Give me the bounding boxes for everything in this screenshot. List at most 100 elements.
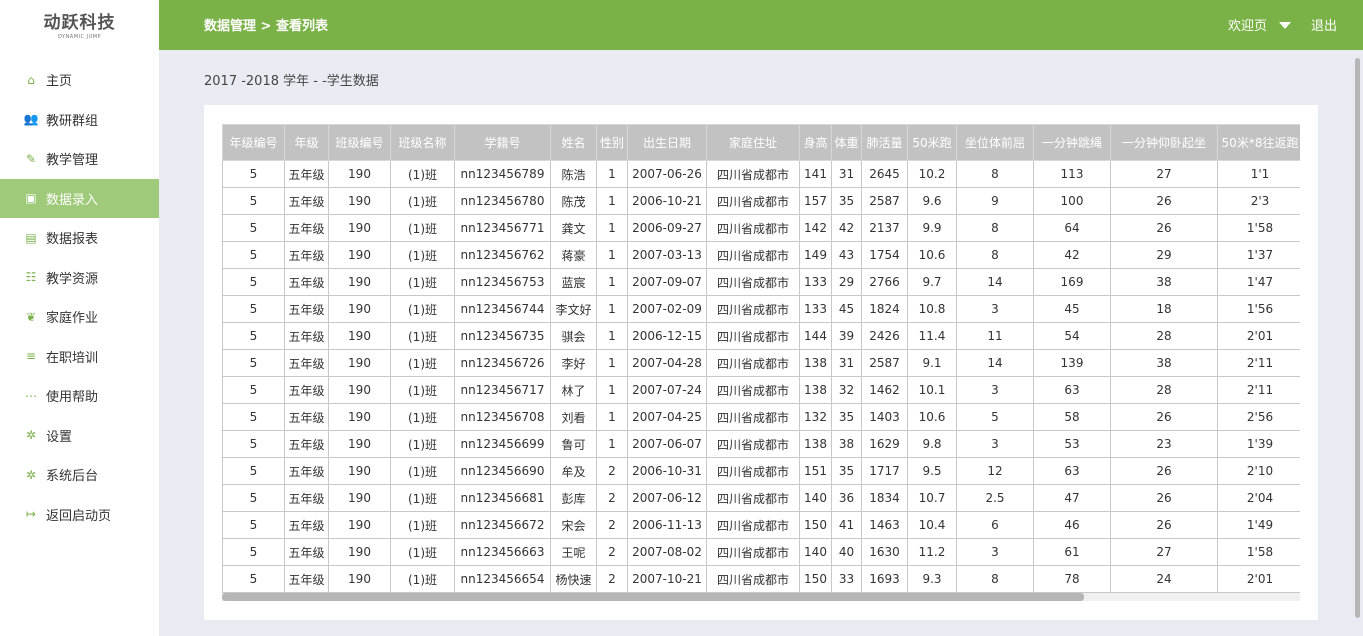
- table-cell: 1: [596, 349, 628, 377]
- table-cell: 140: [799, 538, 832, 566]
- column-header[interactable]: 姓名: [550, 124, 597, 161]
- sidebar-item-1[interactable]: 👥 教研群组: [0, 100, 159, 140]
- table-cell: 2'11: [1217, 349, 1300, 377]
- table-cell: 9.6: [907, 187, 957, 215]
- table-cell: 190: [328, 565, 391, 593]
- table-cell: 157: [799, 187, 832, 215]
- home-icon: ⌂: [27, 72, 35, 87]
- table-row[interactable]: 5 五年级 190 (1)班 nn123456681 彭库 2 2007-06-12 四川省成都…: [222, 484, 1300, 512]
- column-header[interactable]: 年级编号: [222, 124, 285, 161]
- table-cell: 10.2: [907, 160, 957, 188]
- table-cell: 2007-04-28: [627, 349, 707, 377]
- table-row[interactable]: 5 五年级 190 (1)班 nn123456699 鲁可 1 2007-06-07 四川省成都…: [222, 430, 1300, 458]
- logout-link[interactable]: 退出: [1310, 19, 1337, 34]
- table-cell: nn123456789: [454, 160, 551, 188]
- column-header[interactable]: 体重: [831, 124, 862, 161]
- table-row[interactable]: 5 五年级 190 (1)班 nn123456672 宋会 2 2006-11-13 四川省成都…: [222, 511, 1300, 539]
- sidebar-item-7[interactable]: ≡ 在职培训: [0, 337, 159, 377]
- table-cell: 1834: [861, 484, 908, 512]
- table-row[interactable]: 5 五年级 190 (1)班 nn123456762 蒋豪 1 2007-03-13 四川省成都…: [222, 241, 1300, 269]
- column-header[interactable]: 身高: [799, 124, 832, 161]
- logo[interactable]: 动跃科技 DYNAMIC JUMP: [0, 0, 159, 50]
- table-cell: 5: [222, 484, 285, 512]
- column-header[interactable]: 学籍号: [454, 124, 551, 161]
- table-cell: 190: [328, 538, 391, 566]
- student-data-table: 年级编号 年级 班级编号 班级名称 学籍号 姓名 性别 出生日期 家庭住址 身高 体重 肺活量 50米跑…: [222, 124, 1300, 593]
- table-row[interactable]: 5 五年级 190 (1)班 nn123456690 牟及 2 2006-10-31 四川省成都…: [222, 457, 1300, 485]
- horizontal-scrollbar-thumb[interactable]: [222, 593, 1084, 601]
- table-cell: 5: [222, 160, 285, 188]
- table-cell: 140: [799, 484, 832, 512]
- sidebar-item-2[interactable]: ✎ 教学管理: [0, 139, 159, 179]
- sidebar-item-5[interactable]: ☷ 教学资源: [0, 258, 159, 298]
- table-cell: 2: [596, 511, 628, 539]
- table-row[interactable]: 5 五年级 190 (1)班 nn123456726 李好 1 2007-04-28 四川省成都…: [222, 349, 1300, 377]
- table-row[interactable]: 5 五年级 190 (1)班 nn123456789 陈浩 1 2007-06-26 四川省成都…: [222, 160, 1300, 188]
- table-cell: 四川省成都市: [706, 403, 800, 431]
- column-header[interactable]: 家庭住址: [706, 124, 800, 161]
- table-row[interactable]: 5 五年级 190 (1)班 nn123456735 骐会 1 2006-12-15 四川省成都…: [222, 322, 1300, 350]
- sidebar-item-4[interactable]: ▤ 数据报表: [0, 218, 159, 258]
- table-row[interactable]: 5 五年级 190 (1)班 nn123456708 刘看 1 2007-04-25 四川省成都…: [222, 403, 1300, 431]
- table-cell: (1)班: [390, 457, 455, 485]
- table-cell: 李文好: [550, 295, 597, 323]
- table-cell: 10.6: [907, 403, 957, 431]
- table-cell: (1)班: [390, 565, 455, 593]
- column-header[interactable]: 班级名称: [390, 124, 455, 161]
- column-header[interactable]: 班级编号: [328, 124, 391, 161]
- sidebar-item-9[interactable]: ✲ 设置: [0, 416, 159, 456]
- sidebar-item-0[interactable]: ⌂ 主页: [0, 60, 159, 100]
- group-icon: 👥: [23, 112, 39, 127]
- table-row[interactable]: 5 五年级 190 (1)班 nn123456744 李文好 1 2007-02-09 四川省成…: [222, 295, 1300, 323]
- table-cell: 35: [831, 457, 862, 485]
- sidebar-item-3[interactable]: ▣ 数据录入: [0, 178, 159, 218]
- table-cell: 2007-04-25: [627, 403, 707, 431]
- table-cell: 1: [596, 295, 628, 323]
- table-viewport: 年级编号 年级 班级编号 班级名称 学籍号 姓名 性别 出生日期 家庭住址 身高 体重 肺活量 50米跑…: [222, 124, 1300, 602]
- table-cell: nn123456762: [454, 241, 551, 269]
- column-header[interactable]: 一分钟仰卧起坐: [1110, 124, 1218, 161]
- table-cell: (1)班: [390, 241, 455, 269]
- table-row[interactable]: 5 五年级 190 (1)班 nn123456717 林了 1 2007-07-24 四川省成都…: [222, 376, 1300, 404]
- table-cell: 五年级: [284, 322, 329, 350]
- table-cell: (1)班: [390, 160, 455, 188]
- welcome-link[interactable]: 欢迎页: [1227, 19, 1267, 34]
- horizontal-scrollbar[interactable]: [222, 593, 1300, 601]
- table-cell: 四川省成都市: [706, 565, 800, 593]
- admin-gear-icon: ✲: [25, 467, 37, 482]
- table-cell: 10.1: [907, 376, 957, 404]
- sidebar-item-8[interactable]: ⋯ 使用帮助: [0, 376, 159, 416]
- column-header[interactable]: 年级: [284, 124, 329, 161]
- table-cell: 23: [1110, 430, 1218, 458]
- sidebar-item-6[interactable]: ❦ 家庭作业: [0, 297, 159, 337]
- table-cell: 9.9: [907, 214, 957, 242]
- data-panel: 年级编号 年级 班级编号 班级名称 学籍号 姓名 性别 出生日期 家庭住址 身高 体重 肺活量 50米跑…: [204, 105, 1318, 620]
- column-header[interactable]: 肺活量: [861, 124, 908, 161]
- chevron-down-icon[interactable]: [1278, 22, 1291, 29]
- column-header[interactable]: 50米*8往返跑: [1217, 124, 1300, 161]
- sidebar-item-10[interactable]: ✲ 系统后台: [0, 455, 159, 495]
- column-header[interactable]: 性别: [596, 124, 628, 161]
- table-row[interactable]: 5 五年级 190 (1)班 nn123456780 陈茂 1 2006-10-21 四川省成都…: [222, 187, 1300, 215]
- table-cell: 190: [328, 484, 391, 512]
- column-header[interactable]: 一分钟跳绳: [1033, 124, 1111, 161]
- sidebar-item-label: 家庭作业: [46, 311, 99, 327]
- column-header[interactable]: 50米跑: [907, 124, 957, 161]
- table-cell: 5: [222, 430, 285, 458]
- column-header[interactable]: 坐位体前屈: [956, 124, 1034, 161]
- table-cell: 1'47: [1217, 268, 1300, 296]
- table-cell: (1)班: [390, 187, 455, 215]
- table-cell: 28: [1110, 322, 1218, 350]
- table-cell: 24: [1110, 565, 1218, 593]
- page-title: 2017 -2018 学年 - -学生数据: [204, 74, 379, 89]
- table-row[interactable]: 5 五年级 190 (1)班 nn123456771 龚文 1 2006-09-27 四川省成都…: [222, 214, 1300, 242]
- table-cell: nn123456690: [454, 457, 551, 485]
- table-row[interactable]: 5 五年级 190 (1)班 nn123456654 杨快速 2 2007-10-21 四川省成…: [222, 565, 1300, 593]
- column-header[interactable]: 出生日期: [627, 124, 707, 161]
- vertical-scrollbar-thumb[interactable]: [1355, 58, 1360, 618]
- edit-icon: ✎: [25, 151, 37, 166]
- table-row[interactable]: 5 五年级 190 (1)班 nn123456663 王呢 2 2007-08-02 四川省成都…: [222, 538, 1300, 566]
- table-row[interactable]: 5 五年级 190 (1)班 nn123456753 蓝宸 1 2007-09-07 四川省成都…: [222, 268, 1300, 296]
- table-cell: 李好: [550, 349, 597, 377]
- sidebar-item-11[interactable]: ↦ 返回启动页: [0, 495, 159, 535]
